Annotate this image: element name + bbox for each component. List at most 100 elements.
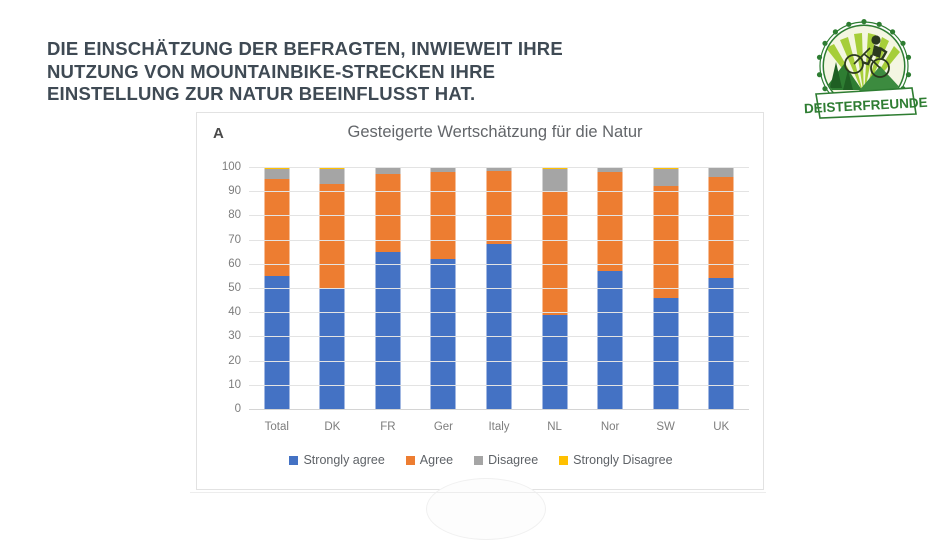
x-axis-label-ger: Ger [433, 421, 454, 433]
bar-segment-disagree[interactable] [264, 169, 290, 180]
legend-item-disagree[interactable]: Disagree [474, 453, 538, 467]
legend-item-strongly-disagree[interactable]: Strongly Disagree [559, 453, 673, 467]
gridline-50 [249, 288, 749, 289]
bar-segment-strongly-agree[interactable] [542, 314, 568, 409]
page-title: Die Einschätzung der Befragten, inwiewei… [47, 38, 747, 106]
bar-segment-strongly-agree[interactable] [597, 271, 623, 409]
mountain-biker-icon [844, 47, 890, 78]
legend-swatch-icon [559, 455, 569, 465]
bar-segment-strongly-agree[interactable] [708, 278, 734, 409]
bar-group-italy[interactable] [471, 167, 527, 409]
stacked-bar[interactable] [542, 167, 568, 409]
panel-letter-label: A [213, 125, 224, 142]
y-axis-tick-90: 90 [228, 185, 241, 198]
bar-segment-strongly-disagree[interactable] [264, 167, 290, 170]
y-axis-tick-10: 10 [228, 378, 241, 391]
bar-segment-strongly-agree[interactable] [653, 297, 679, 409]
legend-label: Disagree [488, 453, 539, 467]
bar-segment-disagree[interactable] [597, 168, 623, 172]
y-axis-tick-30: 30 [228, 330, 241, 343]
headline-line-3: Einstellung zur Natur beeinflusst hat. [47, 83, 476, 104]
logo-wordmark-banner: DEISTERFREUNDE [804, 87, 928, 119]
fir-trees-icon [830, 62, 853, 90]
x-axis-label-sw: SW [656, 421, 675, 433]
bar-segment-agree[interactable] [653, 186, 679, 298]
x-axis-label-fr: FR [380, 421, 396, 433]
bar-segment-strongly-disagree[interactable] [319, 167, 345, 170]
bar-group-fr[interactable] [360, 167, 416, 409]
bar-group-nl[interactable] [527, 167, 583, 409]
legend-label: Strongly Disagree [573, 453, 673, 467]
bar-group-nor[interactable] [582, 167, 638, 409]
legend-label: Strongly agree [303, 453, 385, 467]
bar-segment-disagree[interactable] [375, 168, 401, 175]
stacked-bar[interactable] [597, 167, 623, 409]
stacked-bar[interactable] [319, 167, 345, 409]
deisterfreunde-logo: DEISTERFREUNDE [800, 18, 928, 122]
stacked-bar[interactable] [430, 167, 456, 409]
bar-segment-agree[interactable] [375, 174, 401, 252]
stacked-bar[interactable] [375, 167, 401, 409]
bar-segment-disagree[interactable] [486, 168, 512, 171]
bar-segment-agree[interactable] [486, 170, 512, 245]
y-axis-tick-0: 0 [234, 403, 241, 415]
bar-segment-agree[interactable] [597, 171, 623, 272]
gridline-0 [249, 409, 749, 410]
bar-segment-strongly-disagree[interactable] [542, 167, 568, 170]
bar-segment-disagree[interactable] [430, 168, 456, 172]
logo-wordmark-text: DEISTERFREUNDE [804, 95, 928, 116]
bars-container [249, 113, 749, 491]
y-axis-tick-80: 80 [228, 209, 241, 222]
x-axis-label-italy: Italy [488, 421, 510, 433]
y-axis-tick-40: 40 [228, 306, 241, 319]
y-axis-tick-50: 50 [228, 282, 241, 294]
stacked-bar[interactable] [653, 167, 679, 409]
gridline-70 [249, 239, 749, 241]
bar-segment-agree[interactable] [319, 183, 345, 288]
x-axis-label-total: Total [264, 421, 289, 433]
gridline-30 [249, 336, 749, 338]
chart-title: Gesteigerte Wertschätzung für die Natur [347, 123, 643, 141]
bar-segment-strongly-agree[interactable] [375, 251, 401, 409]
legend-label: Agree [419, 453, 454, 467]
gridline-100 [249, 167, 749, 168]
stacked-bar[interactable] [264, 167, 290, 409]
legend-item-agree[interactable]: Agree [405, 453, 454, 467]
bar-group-sw[interactable] [638, 167, 694, 409]
bar-segment-strongly-agree[interactable] [430, 258, 456, 409]
bar-segment-strongly-agree[interactable] [319, 288, 345, 409]
x-axis-label-uk: UK [713, 421, 730, 433]
decorative-rule [190, 492, 766, 493]
y-axis-tick-60: 60 [228, 257, 241, 270]
bar-segment-disagree[interactable] [653, 169, 679, 187]
bar-segment-disagree[interactable] [542, 169, 568, 192]
gridline-80 [249, 215, 749, 217]
bar-segment-agree[interactable] [542, 191, 568, 315]
bar-segment-agree[interactable] [708, 176, 734, 279]
x-axis-label-nor: Nor [600, 421, 620, 433]
stacked-bar[interactable] [486, 167, 512, 409]
bar-segment-strongly-disagree[interactable] [653, 167, 679, 170]
stacked-bar[interactable] [708, 167, 734, 409]
headline-line-2: Nutzung von Mountainbike-Strecken ihre [47, 60, 496, 82]
legend-item-strongly-agree[interactable]: Strongly agree [289, 453, 385, 467]
legend-swatch-icon [405, 455, 415, 465]
bar-group-uk[interactable] [693, 167, 749, 409]
bar-group-total[interactable] [249, 167, 305, 409]
bar-segment-strongly-agree[interactable] [486, 244, 512, 409]
bar-segment-disagree[interactable] [708, 168, 734, 177]
bar-segment-agree[interactable] [264, 179, 290, 276]
hill-right-icon [858, 66, 904, 92]
gridline-20 [249, 360, 749, 362]
bar-group-ger[interactable] [416, 167, 472, 409]
gridline-40 [249, 312, 749, 314]
legend-swatch-icon [474, 455, 484, 465]
x-axis-label-nl: NL [547, 421, 562, 433]
y-axis-tick-100: 100 [221, 161, 241, 173]
bar-segment-strongly-agree[interactable] [264, 275, 290, 409]
y-axis-tick-20: 20 [228, 354, 241, 367]
bar-group-dk[interactable] [305, 167, 361, 409]
rider-figure-icon [861, 35, 888, 66]
headline-line-1: Die Einschätzung der Befragten, inwiewei… [47, 38, 563, 59]
bar-segment-disagree[interactable] [319, 169, 345, 184]
